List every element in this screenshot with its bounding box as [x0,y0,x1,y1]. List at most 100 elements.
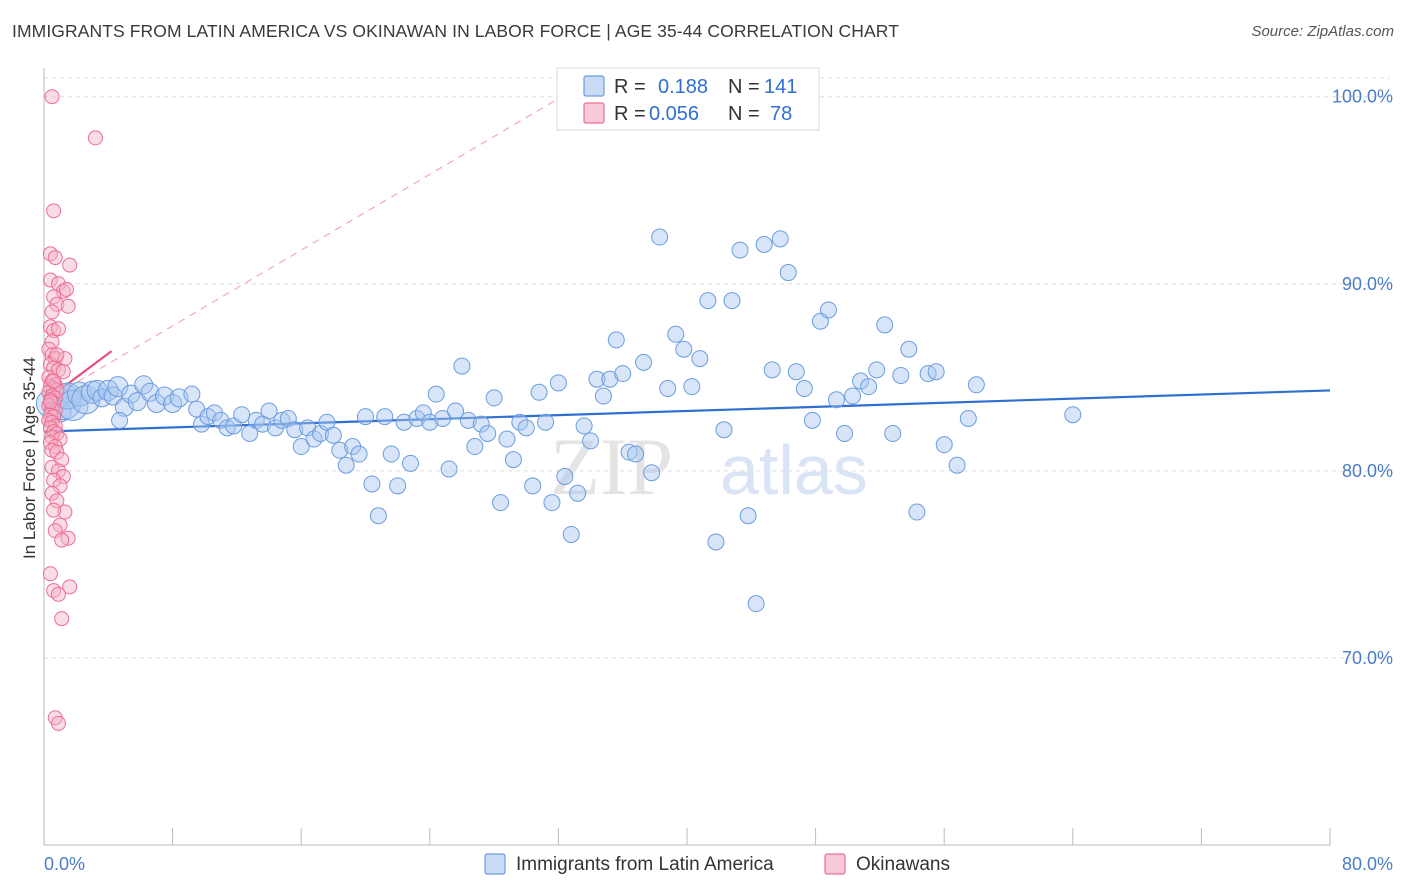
y-axis-label: In Labor Force | Age 35-44 [20,357,39,559]
watermark: ZIP atlas [550,421,868,512]
data-point-latin-america [699,292,717,310]
data-point-okinawans [49,493,65,509]
legend-n-label-blue: N = [728,76,760,98]
data-point-latin-america [795,380,813,398]
data-point-latin-america [715,421,733,439]
data-point-latin-america [569,484,587,502]
data-point-latin-america [691,350,709,368]
bottom-legend-label-pink: Okinawans [856,854,950,875]
legend-swatch-pink [583,102,605,124]
data-point-latin-america [935,436,953,454]
data-point-latin-america [731,241,749,259]
data-point-latin-america [111,411,129,429]
data-point-latin-america [819,301,837,319]
data-point-latin-america [421,413,439,431]
data-point-latin-america [382,445,400,463]
data-point-latin-america [414,404,432,422]
data-point-latin-america [562,525,580,543]
data-point-latin-america [876,316,894,334]
data-point-latin-america [635,353,653,371]
data-point-okinawans [87,130,103,146]
data-point-okinawans [46,289,62,305]
data-point-latin-america [155,386,175,406]
data-point-latin-america [459,411,477,429]
data-point-okinawans [62,579,78,595]
data-point-latin-america [134,375,154,395]
data-point-latin-america [286,421,304,439]
data-point-latin-america [530,383,548,401]
data-point-latin-america [836,424,854,442]
data-point-latin-america [479,424,497,442]
data-point-okinawans [44,485,60,501]
data-point-latin-america [466,438,484,456]
data-point-latin-america [667,325,685,343]
data-point-okinawans [59,281,75,297]
data-point-latin-america [376,408,394,426]
data-point-okinawans [42,272,58,288]
legend-r-label-blue: R = [614,76,646,98]
data-point-latin-america [787,363,805,381]
legend-r-value-pink: 0.056 [649,103,699,125]
data-point-okinawans [60,298,76,314]
legend-r-label-pink: R = [614,103,646,125]
data-point-latin-america [659,380,677,398]
data-point-latin-america [492,494,510,512]
data-point-latin-america [369,507,387,525]
data-point-latin-america [643,464,661,482]
source-credit: Source: ZipAtlas.com [1251,23,1394,40]
data-point-latin-america [884,424,902,442]
data-point-latin-america [402,454,420,472]
y-tick-label: 100.0% [1332,87,1393,107]
data-point-latin-america [305,430,323,448]
legend-swatch-blue [583,75,605,97]
series-legend: Immigrants from Latin America Okinawans [484,853,950,875]
data-point-latin-america [723,292,741,310]
data-point-okinawans [50,715,66,731]
data-point-latin-america [803,411,821,429]
data-point-latin-america [260,402,278,420]
bottom-legend-swatch-pink [824,853,846,875]
axes [43,68,1331,846]
data-point-latin-america [594,387,612,405]
data-point-latin-america [357,408,374,426]
data-point-latin-america [337,456,355,474]
data-point-okinawans [50,586,66,602]
data-point-latin-america [575,417,593,435]
data-point-okinawans [55,468,71,484]
bottom-legend-swatch-blue [484,853,506,875]
data-point-okinawans [44,89,60,105]
data-point-latin-america [675,340,693,358]
x-tick-labels: 0.0% 80.0% [44,854,1393,874]
data-point-latin-america [739,507,757,525]
correlation-legend: R = 0.188 N = 141 R = 0.056 N = 78 [556,67,820,131]
data-point-latin-america [755,235,773,253]
data-point-latin-america [948,456,966,474]
legend-r-value-blue: 0.188 [658,76,708,98]
data-point-latin-america [453,357,471,375]
data-point-latin-america [427,385,445,403]
data-point-latin-america [331,441,349,459]
y-tick-label: 70.0% [1342,648,1393,668]
data-point-okinawans [50,276,66,292]
data-point-latin-america [771,230,789,248]
data-point-latin-america [524,477,542,495]
series-okinawans-points [41,89,103,731]
data-point-latin-america [868,361,886,379]
data-point-latin-america [183,385,201,403]
data-point-latin-america [549,374,567,392]
data-point-latin-america [537,413,555,431]
data-point-latin-america [485,389,503,407]
data-point-okinawans [52,478,68,494]
data-point-latin-america [651,228,669,246]
data-point-latin-america [892,366,910,384]
chart-title: IMMIGRANTS FROM LATIN AMERICA VS OKINAWA… [12,21,899,41]
data-point-okinawans [54,611,70,627]
data-point-okinawans [46,502,62,518]
data-point-okinawans [54,532,70,548]
data-point-latin-america [517,419,535,437]
data-point-okinawans [49,347,65,363]
data-point-latin-america [434,409,452,427]
trend-line-okinawans-extension [43,96,562,403]
data-point-latin-america [511,413,529,431]
